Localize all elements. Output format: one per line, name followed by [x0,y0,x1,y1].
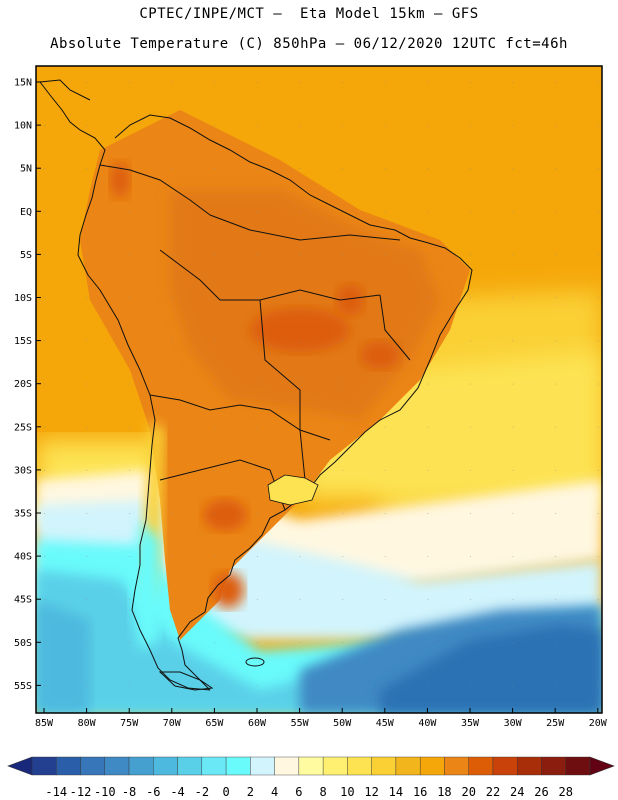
colorbar-swatch [298,756,324,776]
colorbar-tick-label: -6 [146,785,160,799]
colorbar-swatch [31,756,57,776]
colorbar-tick-label: 8 [320,785,327,799]
colorbar-tick-label: -10 [94,785,116,799]
lon-label: 60W [248,718,267,729]
colorbar-swatch [565,756,591,776]
lon-label: 75W [120,718,139,729]
lon-label: 70W [163,718,182,729]
lat-label: 5N [20,164,32,175]
colorbar-swatch [104,756,130,776]
colorbar-swatch [541,756,566,776]
lat-label: 15N [14,78,32,89]
colorbar-tick-label: 0 [222,785,229,799]
lon-label: 50W [333,718,352,729]
lat-label: 55S [14,681,32,692]
colorbar-tick-label: 2 [247,785,254,799]
colorbar-swatch [80,756,105,776]
lat-label: EQ [20,207,32,218]
colorbar-tick-label: -12 [70,785,92,799]
colorbar-swatch [468,756,494,776]
lat-label: 50S [14,638,32,649]
colorbar-swatch [444,756,469,776]
colorbar: -14 -12 -10 -8 -6 -4 -2 0 2 4 6 8 10 12 14 16 18 20 22 24 26… [7,756,615,799]
colorbar-tick-label: 22 [486,785,500,799]
lat-label: 35S [14,509,32,520]
colorbar-tick-label: 12 [364,785,378,799]
colorbar-tick-label: 26 [534,785,548,799]
colorbar-swatch [322,756,348,776]
lat-label: 30S [14,465,32,476]
lat-label: 45S [14,595,32,606]
colorbar-tick-label: 4 [271,785,278,799]
colorbar-swatch [201,756,227,776]
colorbar-swatch [517,756,542,776]
lon-label: 55W [291,718,310,729]
colorbar-swatch [177,756,203,776]
lat-label: 10N [14,121,32,132]
colorbar-swatch [128,756,154,776]
colorbar-swatch [371,756,397,776]
lat-label: 20S [14,379,32,390]
map-frame [35,65,603,714]
colorbar-swatch [419,756,445,776]
lon-label: 85W [35,718,54,729]
colorbar-swatch [250,756,275,776]
colorbar-tick-label: 18 [437,785,451,799]
figure-title: CPTEC/INPE/MCT – Eta Model 15km – GFS [139,6,479,22]
colorbar-tick-label: -14 [45,785,67,799]
colorbar-swatch [395,756,421,776]
colorbar-tick-label: 28 [559,785,573,799]
lat-label: 25S [14,422,32,433]
lon-label: 65W [205,718,224,729]
latitude-labels: 15N 10N 5N EQ 5S 10S 15S 20S 25S 30S 35S 40S 45S 50S 5… [14,78,41,692]
colorbar-tick-label: 14 [389,785,403,799]
colorbar-tick-label: 10 [340,785,354,799]
colorbar-swatch [274,756,300,776]
colorbar-left-arrow [7,756,33,776]
longitude-labels: 85W 80W 75W 70W 65W 60W 55W 50W 45W 40W 35W 30W 25W 2… [35,708,608,729]
lat-label: 15S [14,336,32,347]
colorbar-swatch [56,756,81,776]
colorbar-swatch [347,756,372,776]
lon-label: 25W [546,718,565,729]
lon-label: 45W [376,718,395,729]
colorbar-right-arrow [589,756,615,776]
colorbar-tick-label: -2 [195,785,209,799]
colorbar-swatch [225,756,251,776]
shaded-field [36,66,602,713]
colorbar-tick-label: 6 [295,785,302,799]
lon-label: 40W [418,718,437,729]
colorbar-tick-label: 16 [413,785,427,799]
colorbar-tick-label: -4 [170,785,184,799]
lat-label: 5S [20,250,32,261]
colorbar-swatch [492,756,518,776]
lon-label: 80W [78,718,97,729]
lat-label: 40S [14,552,32,563]
lon-label: 30W [504,718,523,729]
figure-subtitle: Absolute Temperature (C) 850hPa – 06/12/… [50,36,568,52]
lon-label: 20W [589,718,608,729]
colorbar-tick-label: -8 [122,785,136,799]
lat-label: 10S [14,293,32,304]
colorbar-tick-label: 20 [461,785,475,799]
lon-label: 35W [461,718,480,729]
colorbar-swatch [153,756,178,776]
colorbar-tick-label: 24 [510,785,524,799]
